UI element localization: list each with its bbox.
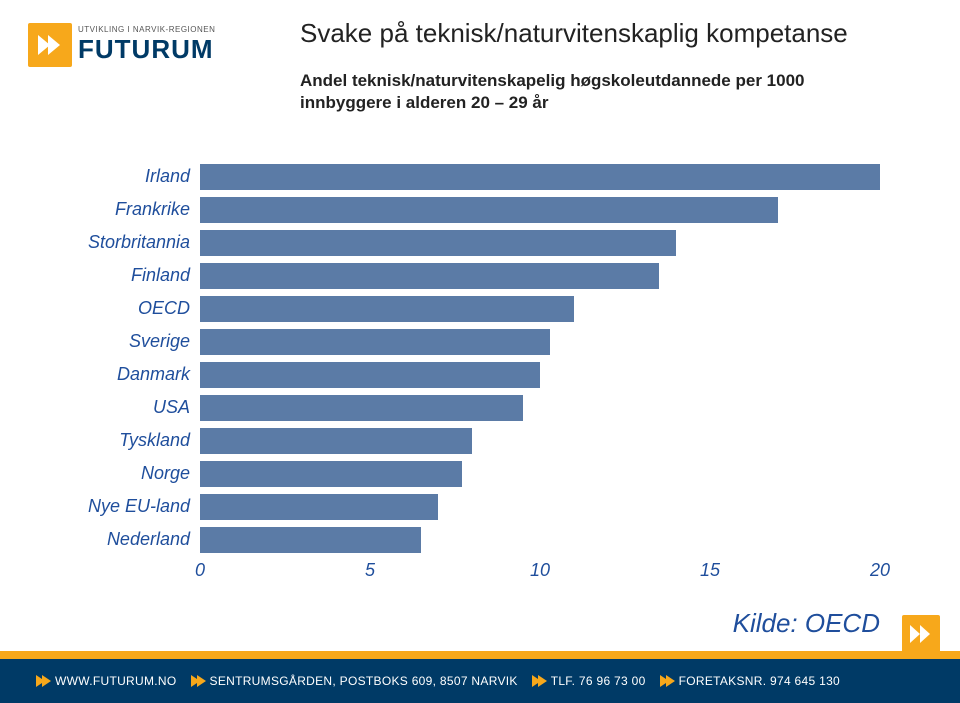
chart-source: Kilde: OECD bbox=[733, 608, 880, 639]
chevron-icon bbox=[532, 675, 541, 687]
bar-row: Norge bbox=[200, 457, 880, 490]
bar bbox=[200, 164, 880, 190]
page-subtitle: Andel teknisk/naturvitenskapelig høgskol… bbox=[300, 70, 880, 114]
bar-label: Sverige bbox=[129, 331, 190, 352]
bar bbox=[200, 428, 472, 454]
bar bbox=[200, 296, 574, 322]
bar-label: Danmark bbox=[117, 364, 190, 385]
logo-text: UTVIKLING I NARVIK-REGIONEN FUTURUM bbox=[78, 25, 215, 65]
bar bbox=[200, 461, 462, 487]
header: UTVIKLING I NARVIK-REGIONEN FUTURUM Svak… bbox=[0, 0, 960, 90]
bar bbox=[200, 329, 550, 355]
bar bbox=[200, 362, 540, 388]
bar-row: Danmark bbox=[200, 358, 880, 391]
x-tick: 0 bbox=[195, 560, 205, 581]
bar bbox=[200, 527, 421, 553]
bar-row: Nye EU-land bbox=[200, 490, 880, 523]
bar bbox=[200, 395, 523, 421]
x-tick: 20 bbox=[870, 560, 890, 581]
bar bbox=[200, 197, 778, 223]
bar-row: Sverige bbox=[200, 325, 880, 358]
bar bbox=[200, 494, 438, 520]
x-tick: 5 bbox=[365, 560, 375, 581]
bar-row: Nederland bbox=[200, 523, 880, 556]
bar bbox=[200, 263, 659, 289]
chart-x-axis: 05101520 bbox=[200, 556, 880, 586]
bar-row: Tyskland bbox=[200, 424, 880, 457]
page-title: Svake på teknisk/naturvitenskaplig kompe… bbox=[300, 18, 848, 49]
chevron-icon bbox=[191, 675, 200, 687]
chevron-icon bbox=[36, 675, 45, 687]
bar-label: OECD bbox=[138, 298, 190, 319]
bar-label: USA bbox=[153, 397, 190, 418]
corner-arrow-icon bbox=[902, 615, 940, 653]
bar-label: Norge bbox=[141, 463, 190, 484]
chart-plot-area: IrlandFrankrikeStorbritanniaFinlandOECDS… bbox=[200, 160, 880, 556]
footer-orgnr-label: FORETAKSNR. bbox=[679, 674, 767, 688]
bar-row: OECD bbox=[200, 292, 880, 325]
logo-arrow-icon bbox=[28, 23, 72, 67]
logo-tagline: UTVIKLING I NARVIK-REGIONEN bbox=[78, 25, 215, 34]
footer-phone: 76 96 73 00 bbox=[579, 674, 646, 688]
footer-stripe bbox=[0, 651, 960, 659]
bar-label: Nye EU-land bbox=[88, 496, 190, 517]
footer-address: SENTRUMSGÅRDEN, POSTBOKS 609, 8507 NARVI… bbox=[210, 674, 518, 688]
x-tick: 10 bbox=[530, 560, 550, 581]
chevron-icon bbox=[660, 675, 669, 687]
bar-label: Finland bbox=[131, 265, 190, 286]
footer-orgnr: 974 645 130 bbox=[770, 674, 840, 688]
bar-row: Finland bbox=[200, 259, 880, 292]
bar-label: Storbritannia bbox=[88, 232, 190, 253]
footer-phone-label: TLF. bbox=[551, 674, 576, 688]
bar-chart: IrlandFrankrikeStorbritanniaFinlandOECDS… bbox=[60, 160, 900, 590]
logo-brand: FUTURUM bbox=[78, 34, 215, 65]
bar-label: Frankrike bbox=[115, 199, 190, 220]
footer-website: WWW.FUTURUM.NO bbox=[55, 674, 177, 688]
footer: WWW.FUTURUM.NO SENTRUMSGÅRDEN, POSTBOKS … bbox=[0, 659, 960, 703]
logo: UTVIKLING I NARVIK-REGIONEN FUTURUM bbox=[28, 10, 248, 80]
bar-row: Irland bbox=[200, 160, 880, 193]
bar-row: Storbritannia bbox=[200, 226, 880, 259]
bar-row: Frankrike bbox=[200, 193, 880, 226]
bar-label: Nederland bbox=[107, 529, 190, 550]
bar-label: Irland bbox=[145, 166, 190, 187]
bar-row: USA bbox=[200, 391, 880, 424]
bar-label: Tyskland bbox=[119, 430, 190, 451]
x-tick: 15 bbox=[700, 560, 720, 581]
bar bbox=[200, 230, 676, 256]
